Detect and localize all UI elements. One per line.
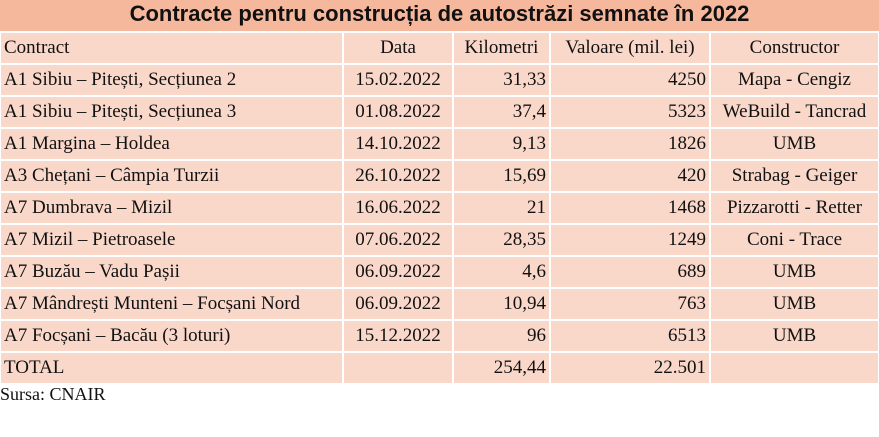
table-cell: 37,4 [454, 97, 549, 127]
table-cell: 96 [454, 321, 549, 351]
table-cell: 763 [551, 289, 709, 319]
table-cell: A7 Buzău – Vadu Pașii [1, 257, 342, 287]
column-header: Kilometri [454, 33, 549, 63]
table-cell: A7 Mândrești Munteni – Focșani Nord [1, 289, 342, 319]
table-cell: 15.12.2022 [344, 321, 452, 351]
table-cell: 28,35 [454, 225, 549, 255]
title: Contracte pentru construcția de autostră… [0, 0, 879, 31]
table-cell: 21 [454, 193, 549, 223]
table-cell: 06.09.2022 [344, 289, 452, 319]
table-row: A3 Chețani – Câmpia Turzii 26.10.2022 15,6… [1, 161, 878, 191]
table-cell: 4250 [551, 65, 709, 95]
table-cell: UMB [711, 257, 878, 287]
column-header: Constructor [711, 33, 878, 63]
table-row: A7 Mândrești Munteni – Focșani Nord 06.09… [1, 289, 878, 319]
table-cell: 16.06.2022 [344, 193, 452, 223]
table-cell [711, 353, 878, 383]
total-cell: 22.501 [551, 353, 709, 383]
total-cell: 254,44 [454, 353, 549, 383]
table-cell: 31,33 [454, 65, 549, 95]
table-cell: A7 Mizil – Pietroasele [1, 225, 342, 255]
column-header: Data [344, 33, 452, 63]
table-cell: Mapa - Cengiz [711, 65, 878, 95]
table-cell: WeBuild - Tancrad [711, 97, 878, 127]
table-cell: 1468 [551, 193, 709, 223]
table-cell: 1826 [551, 129, 709, 159]
table-cell: A7 Dumbrava – Mizil [1, 193, 342, 223]
column-header: Contract [1, 33, 342, 63]
table-cell: Strabag - Geiger [711, 161, 878, 191]
table-cell: 10,94 [454, 289, 549, 319]
table-cell: 06.09.2022 [344, 257, 452, 287]
table-cell: UMB [711, 321, 878, 351]
table-cell: 689 [551, 257, 709, 287]
table-cell: A1 Sibiu – Pitești, Secțiunea 3 [1, 97, 342, 127]
table-row: Contract Data Kilometri Valoare (mil. lei) C… [1, 33, 878, 63]
table-cell: 420 [551, 161, 709, 191]
table-row: TOTAL 254,44 22.501 [1, 353, 878, 383]
table-cell: 1249 [551, 225, 709, 255]
table-cell: A1 Sibiu – Pitești, Secțiunea 2 [1, 65, 342, 95]
table-cell: 4,6 [454, 257, 549, 287]
table-cell: A1 Margina – Holdea [1, 129, 342, 159]
table-row: A1 Sibiu – Pitești, Secțiunea 3 01.08.202… [1, 97, 878, 127]
table-row: A1 Margina – Holdea 14.10.2022 9,13 1826 UMB [1, 129, 878, 159]
contracts-table: Contract Data Kilometri Valoare (mil. lei) C… [0, 31, 879, 385]
table-cell: A3 Chețani – Câmpia Turzii [1, 161, 342, 191]
table-cell: 15.02.2022 [344, 65, 452, 95]
table-cell: 6513 [551, 321, 709, 351]
table-cell: A7 Focșani – Bacău (3 loturi) [1, 321, 342, 351]
table-cell: 15,69 [454, 161, 549, 191]
table-cell: UMB [711, 289, 878, 319]
table-row: A1 Sibiu – Pitești, Secțiunea 2 15.02.202… [1, 65, 878, 95]
table-row: A7 Mizil – Pietroasele 07.06.2022 28,35 124… [1, 225, 878, 255]
source: Sursa: CNAIR [0, 384, 106, 404]
table-cell: 07.06.2022 [344, 225, 452, 255]
table-row: A7 Focșani – Bacău (3 loturi) 15.12.2022 9… [1, 321, 878, 351]
total-label: TOTAL [1, 353, 342, 383]
table-cell: Pizzarotti - Retter [711, 193, 878, 223]
table-cell: 01.08.2022 [344, 97, 452, 127]
table-cell: 9,13 [454, 129, 549, 159]
table-cell: UMB [711, 129, 878, 159]
table-cell: 26.10.2022 [344, 161, 452, 191]
table-cell [344, 353, 452, 383]
table-row: A7 Dumbrava – Mizil 16.06.2022 21 1468 Pizza… [1, 193, 878, 223]
column-header: Valoare (mil. lei) [551, 33, 709, 63]
table-cell: 5323 [551, 97, 709, 127]
table-cell: 14.10.2022 [344, 129, 452, 159]
table-cell: Coni - Trace [711, 225, 878, 255]
table-row: A7 Buzău – Vadu Pașii 06.09.2022 4,6 689 UMB [1, 257, 878, 287]
